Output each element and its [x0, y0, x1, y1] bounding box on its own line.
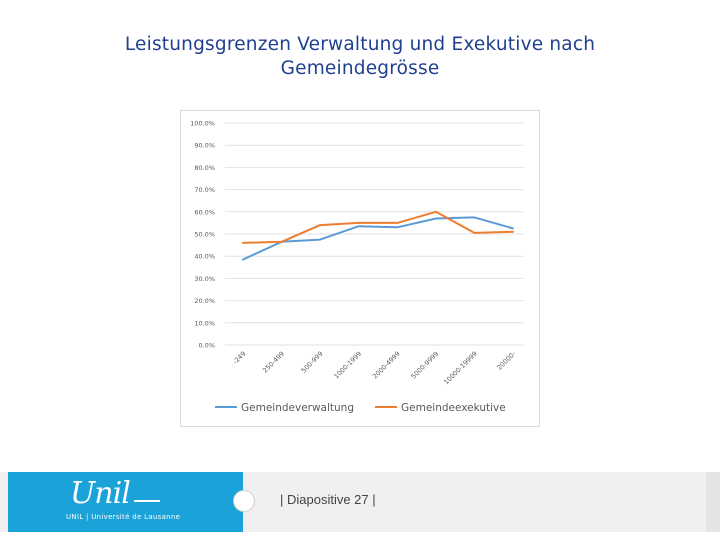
series-line-gemeindeverwaltung: [242, 216, 514, 261]
y-tick-label: 50.0%: [194, 231, 215, 239]
y-tick-label: 40.0%: [194, 253, 215, 261]
slide-title-line-2: Gemeindegrösse: [280, 58, 440, 79]
logo-underline: [134, 500, 160, 502]
y-tick-label: 100.0%: [190, 120, 215, 128]
y-tick-label: 20.0%: [194, 297, 215, 305]
y-tick-label: 10.0%: [194, 319, 215, 327]
y-tick-label: 80.0%: [194, 164, 215, 172]
x-tick-label: 500-999: [300, 350, 325, 375]
legend-label: Gemeindeverwaltung: [241, 402, 354, 414]
x-tick-label: 20000-: [495, 349, 517, 371]
x-tick-label: 5000-9999: [410, 350, 441, 381]
y-tick-label: 70.0%: [194, 186, 215, 194]
unil-logo: Unil: [70, 476, 131, 511]
logo-caption: UNIL | Université de Lausanne: [66, 513, 181, 521]
x-tick-label: -249: [231, 350, 247, 366]
slide-title: Leistungsgrenzen Verwaltung und Exekutiv…: [40, 33, 680, 81]
footer-dot: [233, 490, 255, 512]
series-line-gemeindeexekutive: [242, 210, 514, 244]
x-tick-label: 10000-19999: [442, 350, 479, 387]
x-tick-label: 1000-1999: [332, 350, 363, 381]
y-tick-label: 60.0%: [194, 208, 215, 216]
footer-logo-box: [8, 472, 243, 532]
legend-label: Gemeindeexekutive: [401, 402, 506, 414]
x-tick-label: 250-499: [261, 350, 286, 375]
y-tick-label: 30.0%: [194, 275, 215, 283]
chart-frame: 0.0% 10.0% 20.0% 30.0% 40.0% 50.0% 60.0% 70.0% 8…: [180, 110, 540, 427]
footer-right-edge: [706, 472, 720, 532]
x-tick-label: 2000-4999: [371, 350, 402, 381]
slide-title-line-1: Leistungsgrenzen Verwaltung und Exekutiv…: [124, 34, 596, 55]
y-tick-label: 0.0%: [198, 342, 215, 350]
slide-number-label: | Diapositive 27 |: [280, 492, 376, 507]
line-chart: 0.0% 10.0% 20.0% 30.0% 40.0% 50.0% 60.0% 70.0% 8…: [190, 120, 524, 414]
y-tick-label: 90.0%: [194, 142, 215, 150]
